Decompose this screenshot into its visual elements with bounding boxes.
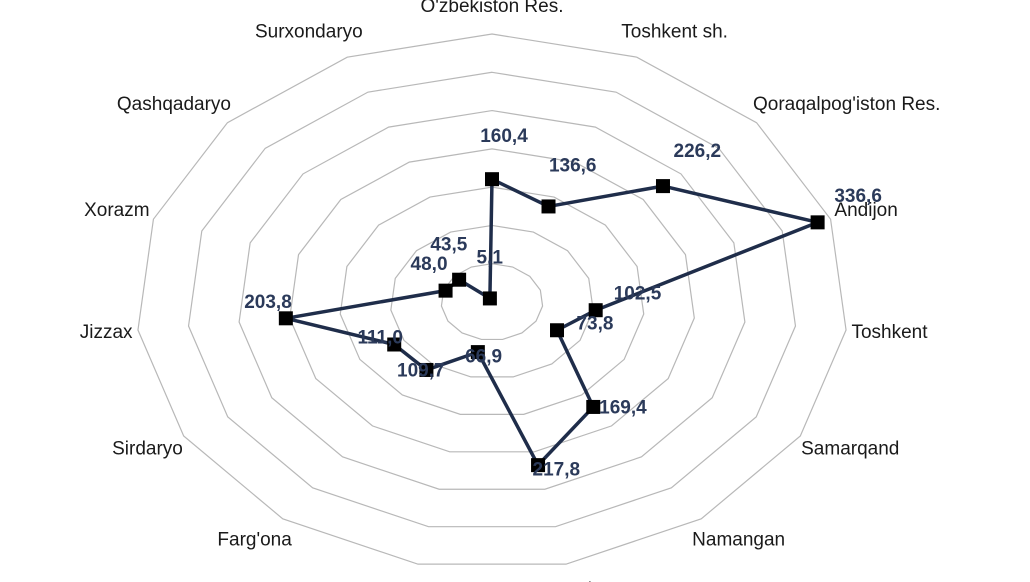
data-point bbox=[586, 399, 601, 414]
category-label: Namangan bbox=[692, 530, 785, 551]
data-point bbox=[810, 215, 825, 230]
value-label: 160,4 bbox=[480, 126, 528, 147]
value-label: 111,0 bbox=[358, 328, 403, 349]
category-label: Farg'ona bbox=[217, 530, 292, 551]
grid-ring bbox=[440, 263, 544, 341]
value-label: 136,6 bbox=[549, 156, 597, 177]
category-label: Samarqand bbox=[801, 438, 899, 459]
data-point bbox=[655, 179, 670, 194]
value-label: 5,1 bbox=[476, 248, 503, 269]
data-point bbox=[278, 311, 293, 326]
data-point bbox=[550, 323, 565, 338]
grid-ring bbox=[187, 71, 797, 528]
data-point bbox=[531, 458, 546, 473]
category-label: Buxoro bbox=[380, 579, 440, 582]
category-label: Qoraqalpog'iston Res. bbox=[753, 94, 940, 115]
category-label: Toshkent bbox=[851, 322, 928, 343]
category-label: O'zbekiston Res. bbox=[420, 0, 563, 17]
value-label: 226,2 bbox=[674, 141, 722, 162]
grid-ring bbox=[137, 33, 847, 565]
category-label: Andijon bbox=[834, 200, 897, 221]
value-label: 48,0 bbox=[411, 254, 448, 275]
value-label: 336,6 bbox=[834, 186, 882, 207]
category-label: Jizzax bbox=[80, 322, 133, 343]
value-label: 73,8 bbox=[576, 313, 613, 334]
data-point bbox=[482, 291, 497, 306]
value-label: 203,8 bbox=[244, 292, 292, 313]
category-label: Surxondaryo bbox=[255, 22, 363, 43]
data-point bbox=[541, 199, 556, 214]
data-point bbox=[452, 272, 467, 287]
category-label: Qashqadaryo bbox=[117, 94, 231, 115]
category-label: Toshkent sh. bbox=[621, 22, 728, 43]
data-point bbox=[588, 303, 603, 318]
series-line bbox=[284, 177, 820, 467]
grid-ring bbox=[339, 186, 645, 415]
value-label: 43,5 bbox=[430, 235, 467, 256]
value-label: 102,5 bbox=[614, 284, 662, 305]
grid-ring bbox=[289, 148, 695, 453]
value-label: 109,7 bbox=[397, 360, 445, 381]
value-label: 217,8 bbox=[533, 460, 581, 481]
data-point bbox=[387, 337, 402, 352]
value-label: 169,4 bbox=[599, 397, 647, 418]
category-label: Sirdaryo bbox=[112, 438, 183, 459]
category-label: Navoiy bbox=[543, 579, 602, 582]
data-point bbox=[485, 172, 499, 187]
data-point bbox=[470, 345, 485, 360]
category-label: Xorazm bbox=[84, 200, 149, 221]
value-label: 66,9 bbox=[465, 347, 502, 368]
data-point bbox=[419, 362, 434, 377]
grid-ring bbox=[238, 109, 746, 490]
data-point bbox=[438, 283, 453, 298]
